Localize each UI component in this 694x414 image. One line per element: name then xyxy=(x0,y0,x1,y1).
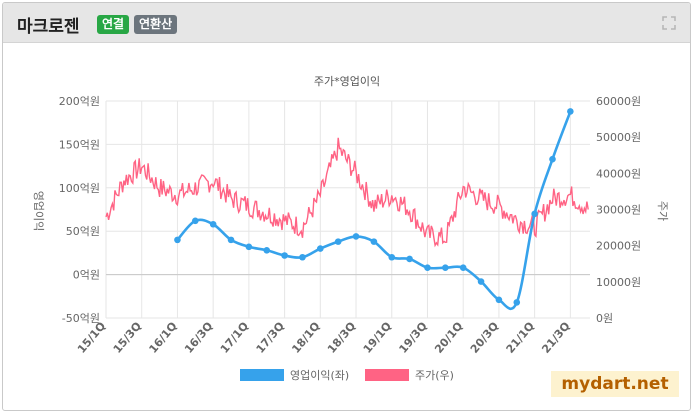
y-left-tick-label: 200억원 xyxy=(59,95,100,108)
operating-profit-point xyxy=(174,236,181,244)
x-tick-label: 17/3Q xyxy=(254,320,287,356)
grid-lines xyxy=(105,100,590,319)
x-tick-label: 19/3Q xyxy=(396,320,429,356)
x-tick-label: 21/1Q xyxy=(504,320,537,356)
operating-profit-point xyxy=(442,264,449,271)
legend-swatch-price[interactable] xyxy=(365,369,409,381)
y-right-tick-label: 10000원 xyxy=(596,276,641,289)
operating-profit-point xyxy=(281,252,288,259)
x-tick-label: 15/1Q xyxy=(75,320,108,356)
y-right-tick-label: 50000원 xyxy=(596,131,641,144)
operating-profit-point xyxy=(334,238,342,245)
y-right-tick-label: 60000원 xyxy=(596,95,641,108)
y-left-tick-label: -50억원 xyxy=(62,312,100,325)
operating-profit-point xyxy=(370,238,378,245)
y-right-tick-label: 20000원 xyxy=(596,240,641,253)
chart-title: 주가*영업이익 xyxy=(314,75,380,88)
operating-profit-point xyxy=(388,253,396,261)
card-header: 마크로젠 연결 연환산 xyxy=(3,3,690,43)
chart-area: 200억원 150억원 100억원 50억원 0억원 -50억원 60000원 50000원… xyxy=(3,43,690,410)
expand-icon[interactable] xyxy=(662,15,676,30)
operating-profit-point xyxy=(299,253,306,261)
operating-profit-point xyxy=(352,233,360,240)
price-series xyxy=(105,137,589,248)
y-left-tick-label: 150억원 xyxy=(59,138,100,151)
operating-profit-point xyxy=(263,246,271,254)
operating-profit-point xyxy=(477,278,485,285)
x-tick-label: 21/3Q xyxy=(539,320,572,356)
y-right-tick-label: 30000원 xyxy=(596,204,641,217)
operating-profit-series xyxy=(174,108,574,311)
y-axis-right-label: 주가 xyxy=(656,201,669,221)
operating-profit-point xyxy=(424,264,431,271)
operating-profit-point xyxy=(531,210,538,218)
x-tick-label: 16/1Q xyxy=(146,320,179,356)
x-tick-label: 18/1Q xyxy=(289,320,322,356)
operating-profit-point xyxy=(227,236,235,244)
y-left-tick-label: 100억원 xyxy=(59,182,100,195)
legend-label-operating-profit[interactable]: 영업이익(좌) xyxy=(290,369,349,382)
legend-swatch-operating-profit[interactable] xyxy=(240,369,284,381)
y-right-tick-label: 40000원 xyxy=(596,167,641,180)
x-tick-label: 20/1Q xyxy=(432,320,465,356)
operating-profit-point xyxy=(459,264,467,271)
legend: 영업이익(좌) 주가(우) xyxy=(240,369,454,382)
consolidated-badge: 연결 xyxy=(97,15,130,34)
y-right-tick-label: 0원 xyxy=(596,312,613,325)
operating-profit-point xyxy=(191,217,199,225)
company-name: 마크로젠 xyxy=(17,17,80,37)
y-axis-left-label: 영업이익 xyxy=(32,191,45,231)
price-line xyxy=(105,137,589,248)
operating-profit-point xyxy=(245,243,253,251)
operating-profit-point xyxy=(495,296,503,304)
x-tick-label: 15/3Q xyxy=(111,320,144,356)
operating-profit-point xyxy=(513,299,521,306)
x-tick-label: 16/3Q xyxy=(182,320,215,356)
left-axis: 200억원 150억원 100억원 50억원 0억원 -50억원 xyxy=(59,95,100,325)
x-axis: 15/1Q 15/3Q 16/1Q 16/3Q 17/1Q 17/3Q 18/1Q 18/3Q… xyxy=(75,320,573,356)
legend-label-price[interactable]: 주가(우) xyxy=(415,369,454,382)
operating-profit-point xyxy=(317,245,324,252)
x-tick-label: 20/3Q xyxy=(468,320,501,356)
operating-profit-point xyxy=(406,255,413,263)
x-tick-label: 18/3Q xyxy=(325,320,358,356)
right-axis: 60000원 50000원 40000원 30000원 20000원 10000원 0원 xyxy=(596,95,641,325)
combo-chart: 200억원 150억원 100억원 50억원 0억원 -50억원 60000원 50000원… xyxy=(32,75,669,382)
x-tick-label: 17/1Q xyxy=(218,320,251,356)
operating-profit-point xyxy=(567,108,574,115)
annualized-badge: 연환산 xyxy=(134,15,178,34)
operating-profit-point xyxy=(209,220,217,228)
brand-watermark: mydart.net xyxy=(551,371,679,397)
operating-profit-point xyxy=(549,155,556,163)
x-tick-label: 19/1Q xyxy=(361,320,394,356)
y-left-tick-label: 50억원 xyxy=(66,225,100,238)
y-left-tick-label: 0억원 xyxy=(73,269,100,282)
